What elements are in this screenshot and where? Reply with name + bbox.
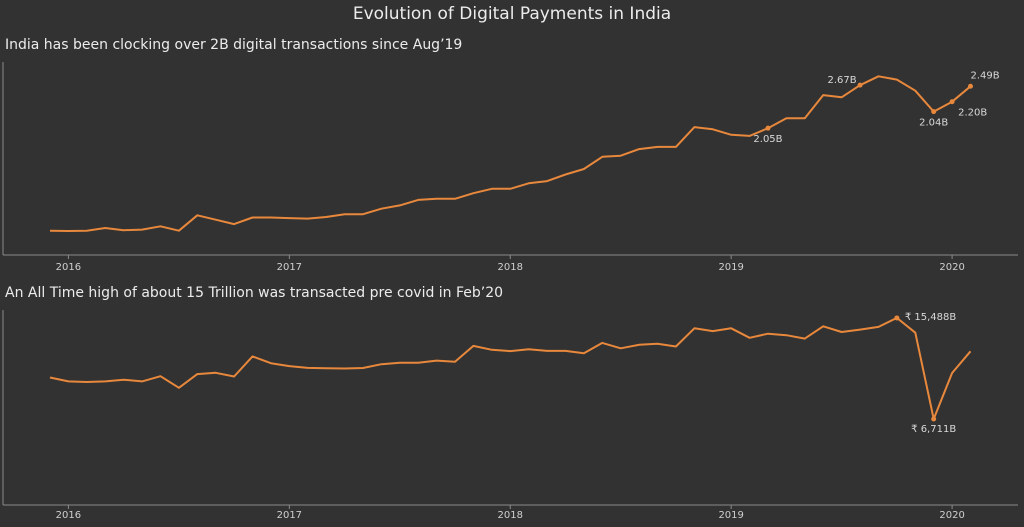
chart-1-data-label: 2.20B [958,108,987,119]
chart-1-x-tick-label: 2016 [56,262,81,273]
chart-2-x-tick-label: 2019 [718,510,743,521]
chart-2-data-point [931,416,937,422]
chart-1-data-point [857,82,863,88]
chart-1-x-tick-label: 2018 [498,262,523,273]
chart-1-x-tick-label: 2017 [277,262,302,273]
chart-2-series-line [49,316,972,420]
chart-2-x-tick-label: 2020 [939,510,964,521]
chart-1-data-point [765,125,771,131]
chart-2-title: An All Time high of about 15 Trillion wa… [5,285,504,301]
chart-1-data-label: 2.05B [753,134,782,145]
chart-2-x-tick-label: 2018 [498,510,523,521]
chart-1-x-tick-label: 2019 [718,262,743,273]
chart-1-data-label: 2.67B [827,75,856,86]
chart-1-x-tick-label: 2020 [939,262,964,273]
chart-1-series-line [49,75,972,232]
dashboard-title: Evolution of Digital Payments in India [352,4,672,24]
chart-2-data-point [894,315,900,321]
chart-2-x-tick-label: 2017 [277,510,302,521]
chart-2-data-label: ₹ 6,711B [911,424,956,435]
chart-2-x-tick-label: 2016 [56,510,81,521]
chart-1-title: India has been clocking over 2B digital … [5,37,463,53]
chart-1-data-point [968,83,973,89]
chart-1-data-label: 2.04B [919,118,948,129]
chart-1-data-label: 2.49B [971,70,1000,81]
chart-1-data-point [931,109,937,115]
chart-2-data-label: ₹ 15,488B [905,312,957,323]
chart-1-data-point [949,99,955,105]
